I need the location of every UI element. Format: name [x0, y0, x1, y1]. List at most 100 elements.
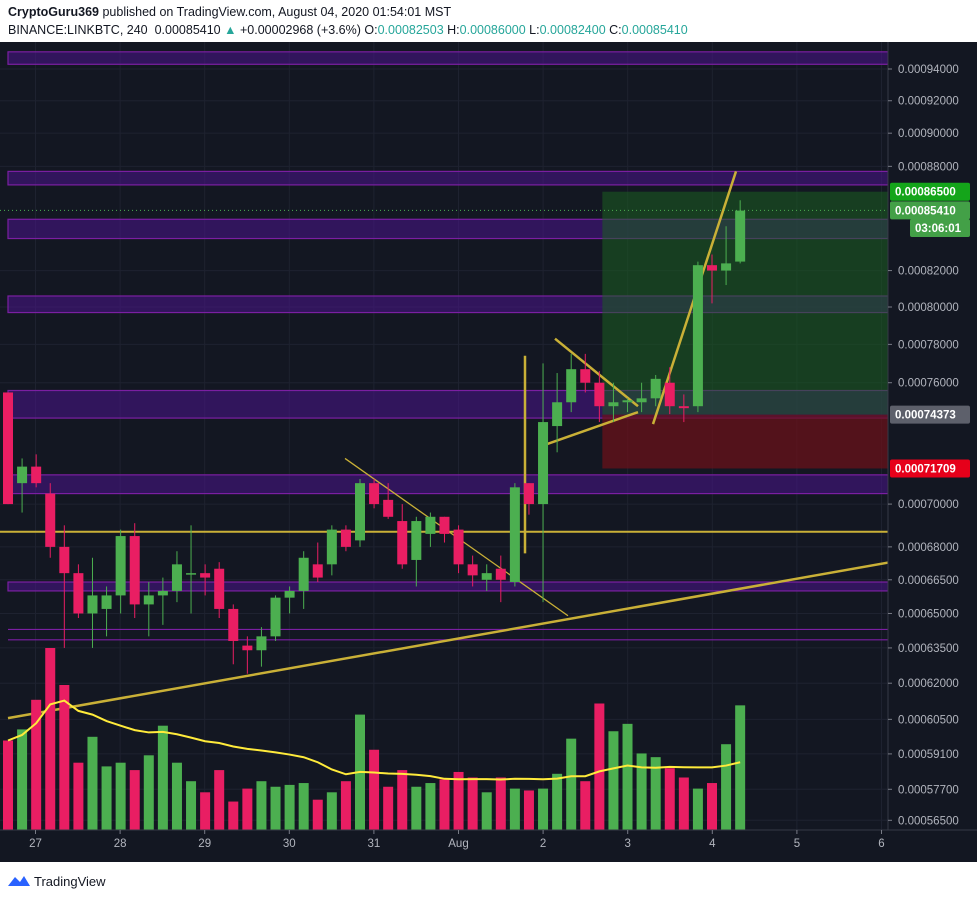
open-label: O: — [364, 23, 378, 37]
price-tick-label: 0.00068000 — [898, 542, 959, 554]
price-tick-label: 0.00070000 — [898, 499, 959, 511]
candle-body — [580, 369, 591, 383]
candle-body — [481, 573, 492, 580]
time-tick-label: 30 — [283, 838, 296, 850]
candle-body — [664, 382, 675, 407]
volume-bar — [270, 786, 281, 833]
price-tick-label: 0.00078000 — [898, 339, 959, 351]
time-tick-label: 6 — [878, 838, 884, 850]
price-tick-label: 0.00062000 — [898, 678, 959, 690]
volume-bar — [326, 792, 337, 833]
volume-bar — [340, 781, 351, 833]
candle-body — [636, 398, 647, 403]
volume-bar — [129, 770, 140, 833]
volume-bar — [228, 801, 239, 833]
candle-body — [101, 595, 112, 609]
volume-bar — [692, 788, 703, 833]
high-value: 0.00086000 — [459, 23, 526, 37]
close-label: C: — [609, 23, 622, 37]
price-tag-label: 0.00071709 — [895, 463, 956, 475]
last-price: 0.00085410 — [154, 23, 221, 37]
candle-body — [425, 516, 436, 534]
candle-body — [735, 210, 746, 262]
time-tick-label: 31 — [368, 838, 381, 850]
volume-bar — [622, 723, 633, 833]
volume-bar — [594, 703, 605, 833]
price-tick-label: 0.00065000 — [898, 608, 959, 620]
resistance-zone — [7, 170, 889, 186]
volume-bar — [552, 773, 563, 833]
candle-body — [200, 573, 211, 578]
volume-bar — [721, 744, 732, 833]
volume-bar — [171, 762, 182, 833]
candle-body — [256, 636, 267, 651]
volume-bar — [481, 792, 492, 833]
candle-body — [87, 595, 98, 614]
price-tag-label: 0.00086500 — [895, 187, 956, 199]
price-tick-label: 0.00080000 — [898, 302, 959, 314]
volume-bar — [664, 768, 675, 833]
volume-bar — [200, 792, 211, 833]
candle-body — [467, 564, 478, 576]
volume-bar — [101, 766, 112, 833]
volume-bar — [186, 781, 197, 833]
volume-bar — [580, 781, 591, 833]
price-change: +0.00002968 (+3.6%) — [239, 23, 361, 37]
candle-body — [383, 499, 394, 517]
price-tag — [890, 405, 970, 424]
resistance-zone — [7, 51, 889, 65]
candle-body — [397, 521, 408, 565]
candle-body — [340, 529, 351, 547]
price-tick-label: 0.00060500 — [898, 714, 959, 726]
candle-body — [73, 573, 84, 614]
price-axis — [888, 42, 977, 830]
volume-bar — [157, 725, 168, 833]
tradingview-logo-icon[interactable] — [7, 874, 31, 888]
volume-bar — [650, 757, 661, 833]
volume-bar — [453, 771, 464, 833]
time-tick-label: 5 — [794, 838, 800, 850]
price-chart[interactable]: 0.00094000 0.00092000 0.00090000 0.00088000… — [0, 42, 977, 862]
candle-body — [566, 369, 577, 403]
volume-bar — [355, 714, 365, 833]
target-zone — [602, 191, 888, 415]
candle-body — [31, 466, 42, 484]
candle-body — [129, 536, 140, 605]
volume-bar — [73, 762, 84, 833]
volume-ma-line — [7, 699, 741, 781]
price-tag — [890, 182, 970, 201]
volume-bar — [143, 755, 154, 833]
price-tag — [890, 201, 970, 220]
volume-bar — [31, 699, 42, 833]
candle-body — [270, 597, 281, 637]
candle-body — [45, 493, 56, 547]
candle-body — [538, 422, 549, 505]
candle-body — [692, 265, 703, 407]
time-axis — [0, 830, 977, 862]
volume-bar — [707, 783, 717, 833]
stop-zone — [602, 414, 888, 469]
volume-bar — [17, 729, 28, 833]
volume-bar — [566, 738, 577, 833]
candle-body — [707, 265, 717, 271]
volume-bar — [636, 753, 647, 833]
candle-body — [453, 529, 464, 565]
ascending-trendline — [7, 545, 977, 720]
candle-body — [608, 402, 619, 407]
volume-bar — [369, 749, 380, 833]
time-tick-label: 2 — [540, 838, 546, 850]
volume-bar — [3, 740, 13, 833]
candle-body — [439, 516, 450, 534]
price-tick-label: 0.00092000 — [898, 96, 959, 108]
candle-body — [242, 645, 253, 651]
candle-body — [326, 529, 337, 565]
candle-body — [214, 568, 225, 609]
candle-body — [355, 483, 365, 541]
volume-bar — [425, 783, 436, 833]
author-name[interactable]: CryptoGuru369 — [8, 5, 99, 19]
candle-body — [509, 487, 520, 583]
tradingview-brand[interactable]: TradingView — [34, 874, 106, 889]
chart-area[interactable]: 0.00094000 0.00092000 0.00090000 0.00088000… — [0, 42, 977, 862]
candle-body — [411, 521, 422, 560]
candle-body — [3, 392, 13, 505]
